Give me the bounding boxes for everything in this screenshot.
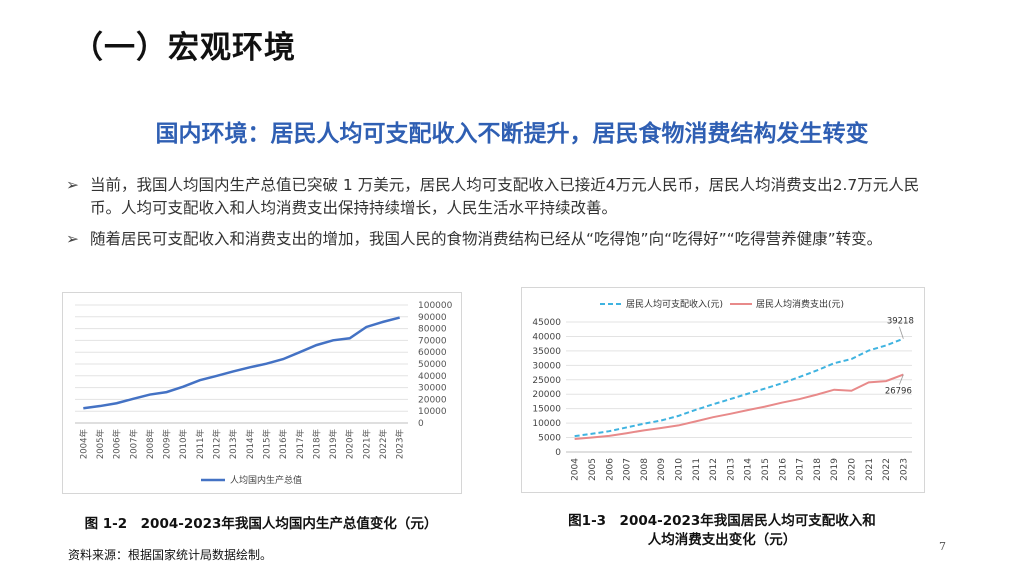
bullet-text: 随着居民可支配收入和消费支出的增加，我国人民的食物消费结构已经从“吃得饱”向“吃…	[90, 230, 883, 248]
x-tick-label: 2005	[588, 458, 598, 481]
x-tick-label: 2009	[657, 458, 667, 481]
x-tick-label: 2010年	[178, 429, 189, 460]
x-tick-label: 2014	[744, 458, 754, 481]
y-tick-label: 20000	[418, 395, 447, 405]
slide-subtitle: 国内环境：居民人均可支配收入不断提升，居民食物消费结构发生转变	[155, 121, 869, 147]
x-tick-label: 2008	[640, 458, 650, 481]
bullet-text: 当前，我国人均国内生产总值已突破 1 万美元，居民人均可支配收入已接近4万元人民…	[90, 176, 920, 217]
y-tick-label: 40000	[418, 372, 447, 382]
y-tick-label: 35000	[532, 347, 561, 357]
income-consumption-chart: 45000 40000 35000 30000 25000 20000 15000 10000…	[532, 298, 914, 481]
y-tick-label: 15000	[532, 405, 561, 415]
x-tick-label: 2008年	[145, 429, 156, 460]
slide-title: （一）宏观环境	[72, 30, 296, 66]
data-source-note: 资料来源：根据国家统计局数据绘制。	[68, 548, 273, 562]
x-tick-label: 2005年	[95, 429, 106, 460]
legend-label: 人均国内生产总值	[230, 474, 302, 486]
x-tick-label: 2006	[605, 458, 615, 481]
x-tick-label: 2011年	[195, 429, 206, 460]
y-tick-label: 50000	[418, 360, 447, 370]
y-tick-label: 0	[418, 419, 424, 429]
bullet-list: ➢ 当前，我国人均国内生产总值已突破 1 万美元，居民人均可支配收入已接近4万元…	[66, 174, 946, 259]
y-tick-label: 20000	[532, 390, 561, 400]
gdp-chart-frame: 100000 90000 80000 70000 60000 50000 40000 3000…	[62, 292, 462, 494]
legend-label-consumption: 居民人均消费支出(元)	[756, 298, 844, 310]
x-tick-label: 2004	[571, 458, 581, 481]
x-tick-label: 2013年	[228, 429, 239, 460]
legend-label-income: 居民人均可支配收入(元)	[626, 298, 723, 310]
y-tick-label: 80000	[418, 325, 447, 335]
figure-caption-2: 图1-3 2004-2023年我国居民人均可支配收入和 人均消费支出变化（元）	[521, 512, 923, 550]
gdp-per-capita-chart: 1000009000080000700006000050000400003000…	[75, 301, 453, 486]
x-tick-label: 2004年	[78, 429, 89, 460]
x-tick-label: 2013	[726, 458, 736, 481]
figure-caption-2-line-1: 图1-3 2004-2023年我国居民人均可支配收入和	[568, 513, 876, 529]
series-line-consumption	[574, 373, 904, 440]
bullet-item: ➢ 随着居民可支配收入和消费支出的增加，我国人民的食物消费结构已经从“吃得饱”向…	[66, 228, 946, 251]
x-tick-label: 2012	[709, 458, 719, 481]
x-tick-label: 2022年	[378, 429, 389, 460]
data-label-leader	[898, 326, 904, 339]
x-tick-label: 2019年	[328, 429, 339, 460]
page-number: 7	[939, 540, 946, 553]
x-tick-label: 2020年	[345, 429, 356, 460]
x-tick-label: 2007年	[128, 429, 139, 460]
y-tick-label: 90000	[418, 313, 447, 323]
x-tick-label: 2017	[796, 458, 806, 481]
data-label: 26796	[885, 387, 912, 397]
x-tick-label: 2014年	[245, 429, 256, 460]
y-tick-label: 25000	[532, 376, 561, 386]
y-tick-label: 30000	[418, 384, 447, 394]
y-tick-label: 40000	[532, 332, 561, 342]
x-tick-label: 2012年	[212, 429, 223, 460]
data-label: 39218	[887, 317, 914, 327]
x-tick-label: 2006年	[112, 429, 123, 460]
x-tick-label: 2016年	[278, 429, 289, 460]
figure-caption-2-line-2: 人均消费支出变化（元）	[647, 532, 797, 548]
x-tick-label: 2020	[847, 458, 857, 481]
x-tick-label: 2011	[692, 458, 702, 481]
y-tick-label: 5000	[538, 434, 561, 444]
x-tick-label: 2022	[882, 458, 892, 481]
x-tick-label: 2015	[761, 458, 771, 481]
series-line-gdp	[83, 316, 400, 410]
y-tick-label: 30000	[532, 361, 561, 371]
x-tick-label: 2023年	[395, 429, 406, 460]
y-tick-label: 10000	[418, 407, 447, 417]
x-tick-label: 2023	[899, 458, 909, 481]
x-tick-label: 2007	[623, 458, 633, 481]
x-tick-label: 2015年	[261, 429, 272, 460]
x-tick-label: 2009年	[162, 429, 173, 460]
x-tick-label: 2018	[813, 458, 823, 481]
y-tick-label: 45000	[532, 318, 561, 328]
arrow-bullet-icon: ➢	[66, 230, 79, 248]
x-tick-label: 2021年	[361, 429, 372, 460]
income-chart-frame: 45000 40000 35000 30000 25000 20000 15000 10000…	[521, 287, 925, 493]
x-tick-label: 2019	[830, 458, 840, 481]
x-tick-label: 2018年	[311, 429, 322, 460]
x-tick-label: 2016	[778, 458, 788, 481]
x-tick-label: 2021	[865, 458, 875, 481]
data-label-leader	[898, 374, 904, 385]
y-tick-label: 60000	[418, 348, 447, 358]
x-tick-label: 2010	[674, 458, 684, 481]
arrow-bullet-icon: ➢	[66, 176, 79, 194]
x-tick-label: 2017年	[295, 429, 306, 460]
bullet-item: ➢ 当前，我国人均国内生产总值已突破 1 万美元，居民人均可支配收入已接近4万元…	[66, 174, 946, 220]
figure-caption-1: 图 1-2 2004-2023年我国人均国内生产总值变化（元）	[84, 516, 438, 532]
y-tick-label: 100000	[418, 301, 453, 311]
y-tick-label: 70000	[418, 336, 447, 346]
series-line-income	[574, 337, 904, 438]
y-tick-label: 10000	[532, 419, 561, 429]
y-tick-label: 0	[555, 448, 561, 458]
